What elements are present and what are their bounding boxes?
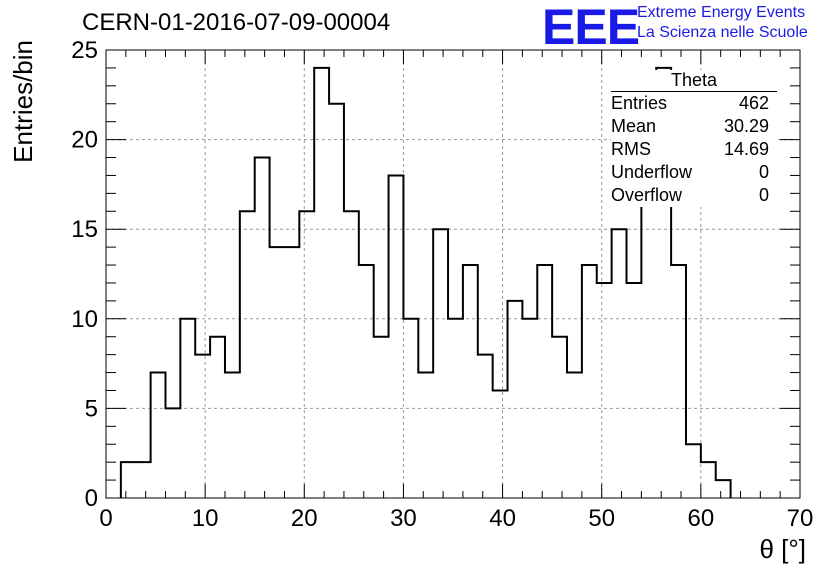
histogram-bin	[418, 373, 433, 498]
stats-row-mean: Mean 30.29	[611, 115, 777, 138]
histogram-bin	[493, 390, 508, 498]
histogram-bin	[403, 319, 418, 498]
y-tick-label: 10	[71, 306, 98, 333]
histogram-bin	[627, 283, 642, 498]
stats-value: 0	[758, 162, 769, 182]
stats-value: 0	[758, 185, 769, 205]
histogram-bars	[119, 66, 732, 498]
stats-row-underflow: Underflow 0	[611, 161, 777, 184]
eee-logo: EEE	[542, 0, 640, 55]
histogram-bin	[240, 211, 255, 498]
histogram-bin	[210, 337, 225, 498]
histogram-outline	[119, 66, 732, 498]
histogram-bin	[641, 193, 656, 498]
histogram-bin	[433, 229, 448, 498]
stats-box: Theta Entries 462 Mean 30.29 RMS 14.69 U…	[611, 70, 777, 207]
stats-value: 30.29	[723, 116, 769, 136]
x-tick-label: 70	[787, 505, 814, 532]
y-axis-label: Entries/bin	[8, 40, 38, 163]
histogram-bin	[284, 247, 299, 498]
histogram-bin	[537, 265, 552, 498]
histogram-bin	[299, 211, 314, 498]
histogram-bin	[374, 337, 389, 498]
x-tick-label: 50	[588, 505, 615, 532]
x-tick-label: 0	[99, 505, 112, 532]
histogram-bin	[508, 301, 523, 498]
logo-line-2: La Scienza nelle Scuole	[637, 24, 808, 41]
histogram-bin	[567, 373, 582, 498]
stats-row-rms: RMS 14.69	[611, 138, 777, 161]
histogram-bin	[151, 373, 166, 498]
y-tick-label: 0	[85, 485, 98, 512]
axis-ticks	[105, 49, 801, 499]
histogram-bin	[136, 462, 151, 498]
histogram-bin	[121, 462, 136, 498]
histogram-bin	[329, 104, 344, 498]
x-tick-label: 20	[291, 505, 318, 532]
y-tick-label: 20	[71, 127, 98, 154]
y-tick-label: 15	[71, 216, 98, 243]
stats-row-overflow: Overflow 0	[611, 184, 777, 207]
plot-frame	[105, 49, 801, 499]
histogram-bin	[716, 480, 731, 498]
logo-line-1: Extreme Energy Events	[637, 4, 806, 21]
stats-title: Theta	[611, 70, 777, 92]
histogram-bin	[582, 265, 597, 498]
stats-label: Entries	[611, 93, 668, 113]
tick-labels: 0 10 20 30 40 50 60 70 0 5 10 15 20 25	[71, 37, 813, 532]
histogram-bin	[195, 355, 210, 498]
stats-label: RMS	[611, 139, 651, 159]
y-tick-label: 25	[71, 37, 98, 64]
stats-value: 14.69	[723, 139, 769, 159]
histogram-bin	[225, 373, 240, 498]
histogram-bin	[671, 265, 686, 498]
x-tick-label: 40	[489, 505, 516, 532]
histogram-bin	[478, 355, 493, 498]
histogram-bin	[701, 462, 716, 498]
histogram-bin	[448, 319, 463, 498]
stats-label: Mean	[611, 116, 657, 136]
stats-row-entries: Entries 462	[611, 92, 777, 115]
histogram-bin	[463, 265, 478, 498]
histogram-bin	[612, 229, 627, 498]
histogram-bin	[522, 319, 537, 498]
stats-label: Overflow	[611, 185, 683, 205]
x-axis-label: θ [°]	[759, 534, 806, 564]
histogram-bin	[686, 444, 701, 498]
histogram-bin	[314, 68, 329, 498]
x-tick-label: 60	[688, 505, 715, 532]
stats-label: Underflow	[611, 162, 693, 182]
histogram-bin	[389, 175, 404, 498]
x-tick-label: 30	[390, 505, 417, 532]
histogram-bin	[270, 247, 285, 498]
histogram-bin	[344, 211, 359, 498]
y-tick-label: 5	[85, 395, 98, 422]
x-tick-label: 10	[192, 505, 219, 532]
stats-value: 462	[738, 93, 769, 113]
plot-title: CERN-01-2016-07-09-00004	[82, 9, 391, 36]
histogram-bin	[180, 319, 195, 498]
histogram-bin	[597, 283, 612, 498]
histogram-bin	[359, 265, 374, 498]
histogram-bin	[165, 408, 180, 498]
histogram-bin	[255, 158, 270, 498]
histogram-bin	[552, 337, 567, 498]
